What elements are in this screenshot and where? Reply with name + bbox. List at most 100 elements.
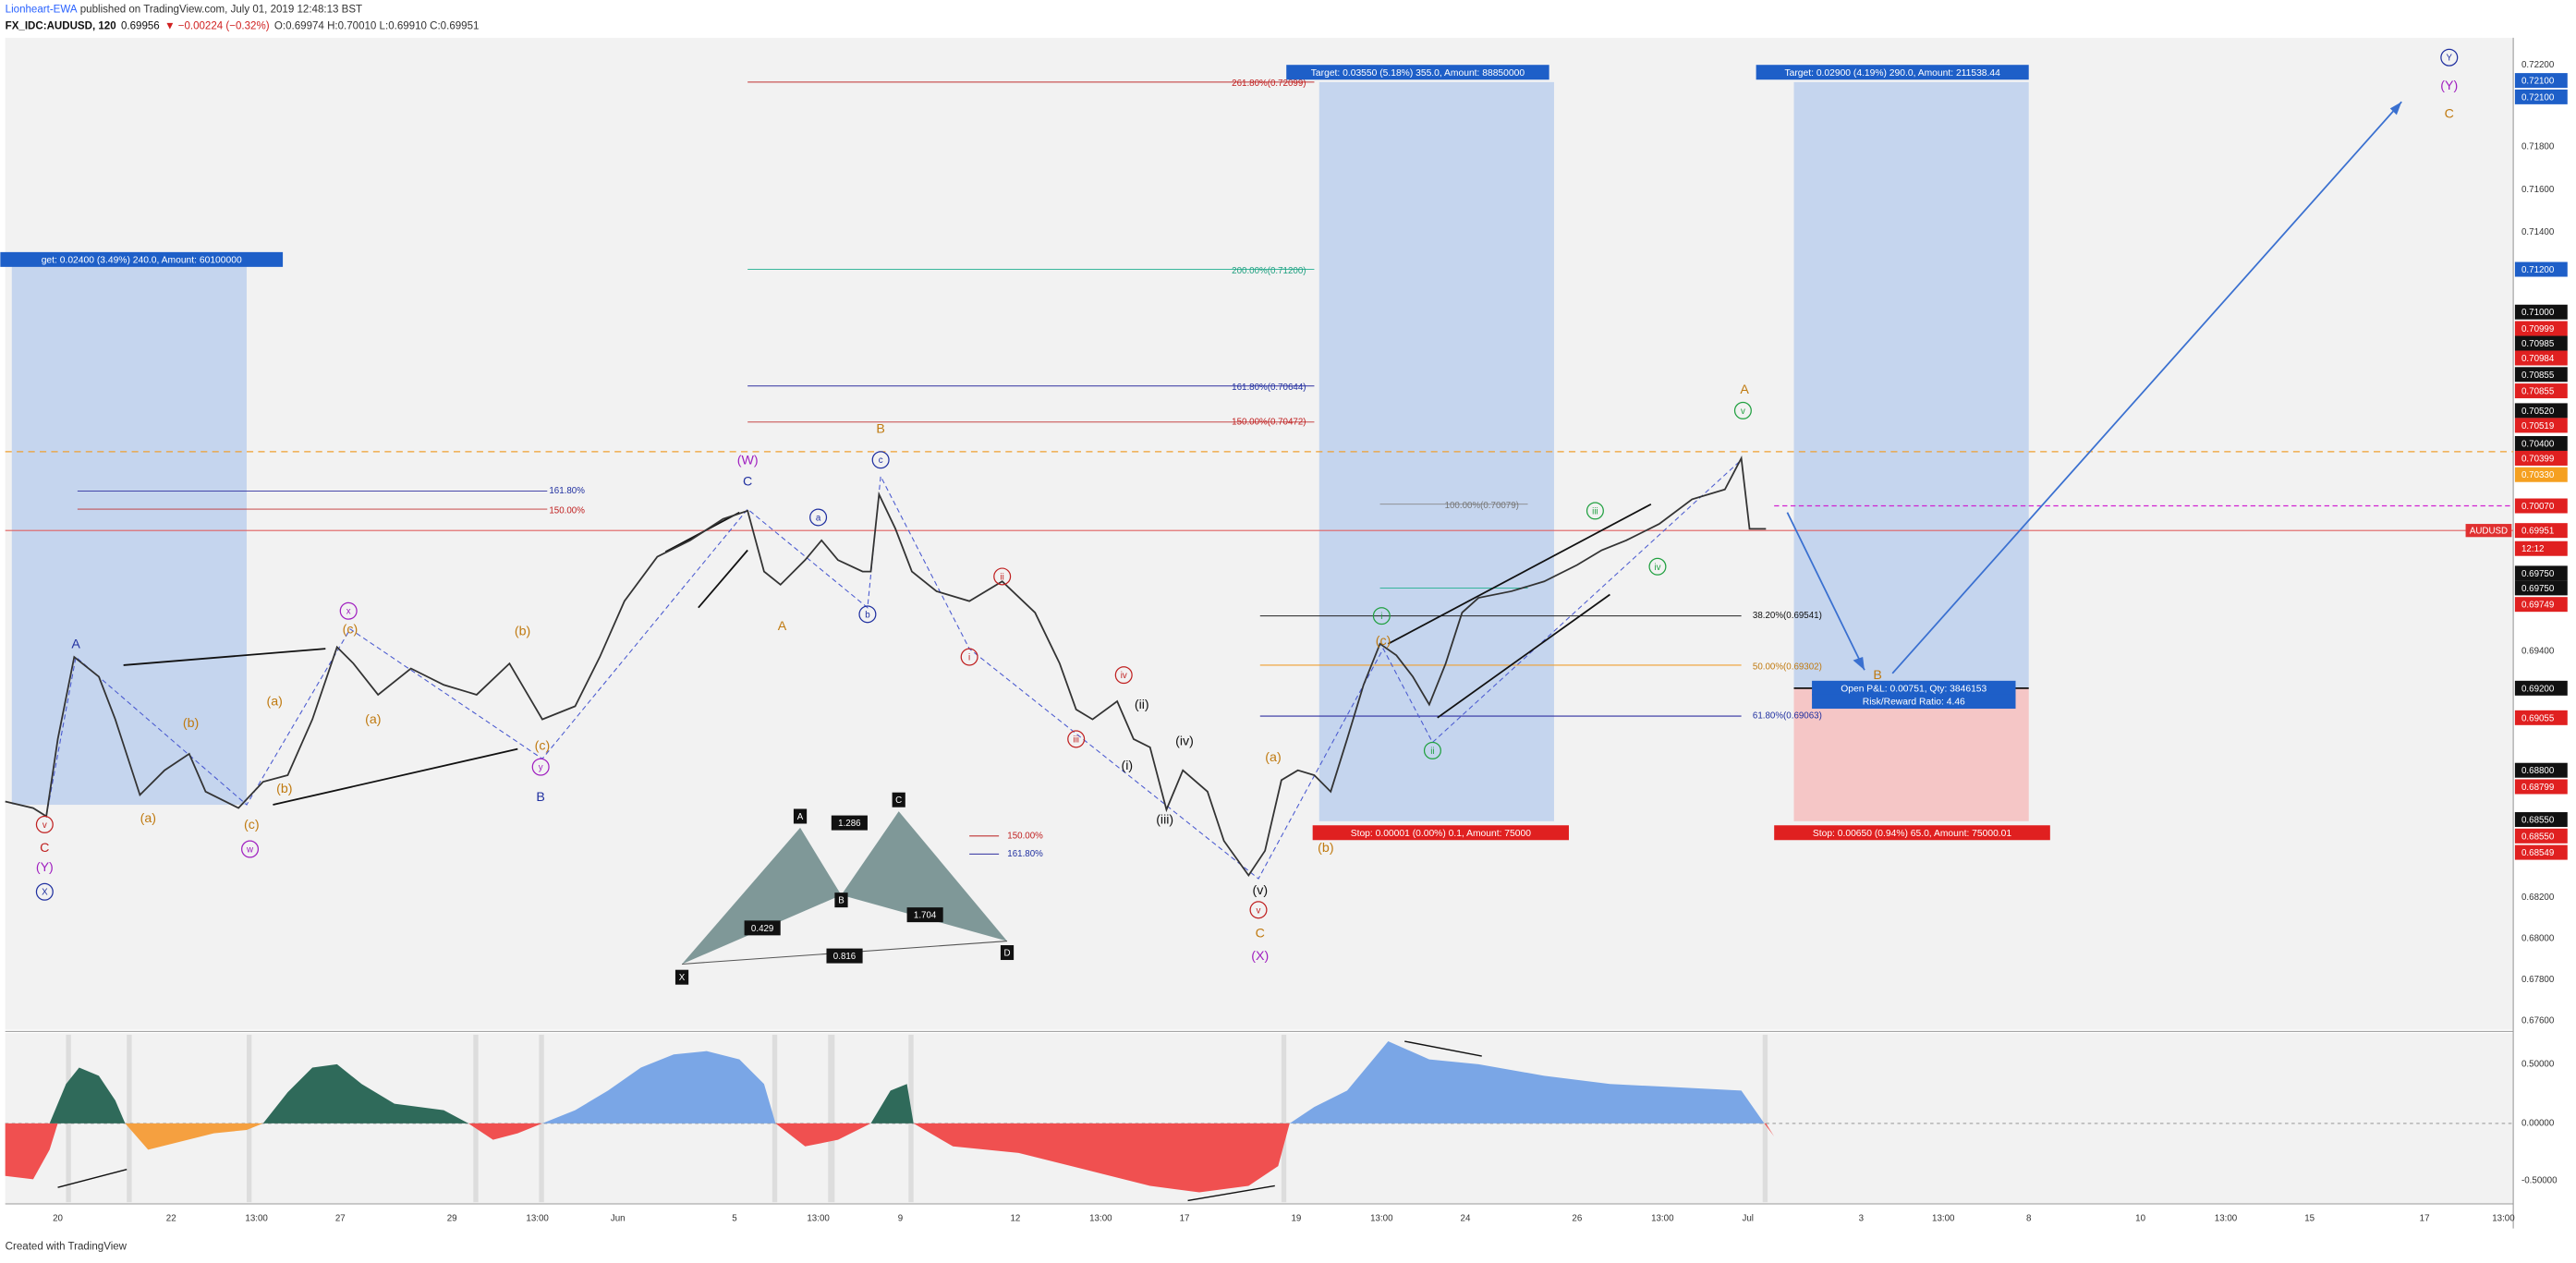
time-axis-label: 13:00 bbox=[1089, 1214, 1112, 1224]
price-axis-label: 0.71600 bbox=[2521, 185, 2555, 195]
wave-label: (a) bbox=[1265, 750, 1281, 765]
price-label-bg bbox=[2514, 565, 2568, 581]
price-label-bg bbox=[2514, 450, 2568, 466]
wave-label: (i) bbox=[1121, 759, 1133, 773]
time-axis-label: 22 bbox=[166, 1214, 176, 1224]
wave-label: B bbox=[876, 422, 884, 437]
price-label-bg bbox=[2514, 540, 2568, 556]
oscillator-axis-label: 0.00000 bbox=[2521, 1118, 2555, 1128]
wave-label: (b) bbox=[515, 624, 530, 638]
fib-label: 150.00% bbox=[1007, 831, 1043, 841]
fib-label: 200.00%(0.71200) bbox=[1232, 266, 1306, 276]
wave-circle bbox=[1423, 741, 1441, 759]
price-axis-label: 0.68200 bbox=[2521, 893, 2555, 903]
trade-box-label: Risk/Reward Ratio: 4.46 bbox=[1863, 698, 1965, 708]
wave-label: (v) bbox=[1252, 883, 1268, 898]
positive-area bbox=[870, 1084, 914, 1123]
negative-area bbox=[775, 1123, 871, 1147]
last-price: 0.69956 bbox=[121, 20, 160, 31]
time-axis-label: 13:00 bbox=[1370, 1214, 1393, 1224]
trade-box bbox=[1312, 825, 1569, 841]
wave-label: (W) bbox=[737, 453, 759, 468]
price-label-bg bbox=[2514, 779, 2568, 795]
price-axis-label: 0.69750 bbox=[2521, 569, 2555, 579]
pattern-ratio-bg bbox=[831, 815, 868, 831]
time-axis-label: Jun bbox=[611, 1214, 626, 1224]
author[interactable]: Lionheart-EWA bbox=[6, 5, 78, 16]
wave-label: v bbox=[43, 820, 47, 831]
symbol-tag-bg bbox=[2465, 524, 2512, 538]
wave-circle bbox=[960, 648, 978, 666]
wave-circle bbox=[35, 882, 54, 901]
wave-connector bbox=[45, 459, 1742, 880]
price-axis-label: 0.68000 bbox=[2521, 933, 2555, 943]
trade-box bbox=[1756, 65, 2029, 80]
symbol-tag: AUDUSD bbox=[2470, 527, 2508, 537]
wave-label: C bbox=[1256, 926, 1265, 941]
wave-label: C bbox=[2445, 106, 2454, 121]
change: ▼ −0.00224 (−0.32%) bbox=[164, 20, 270, 31]
wave-label: b bbox=[865, 610, 870, 620]
wave-label: v bbox=[1257, 905, 1261, 916]
pattern-point-bg bbox=[674, 969, 689, 985]
price-label-bg bbox=[2514, 762, 2568, 778]
price-label-bg bbox=[2514, 828, 2568, 844]
header-line: FX_IDC:AUDUSD, 120 0.69956 ▼ −0.00224 (−0.… bbox=[6, 20, 480, 31]
price-axis-label: 0.69055 bbox=[2521, 713, 2555, 723]
trend-line bbox=[273, 747, 518, 806]
stop-zone bbox=[1793, 687, 2029, 821]
pattern-point: C bbox=[895, 795, 902, 806]
target-zone bbox=[1793, 81, 2029, 688]
fib-label: 61.80%(0.69063) bbox=[1753, 711, 1822, 722]
price-label-bg bbox=[2514, 498, 2568, 514]
pattern-ratio: 1.704 bbox=[914, 911, 937, 921]
wave-label: Y bbox=[2447, 54, 2453, 64]
oscillator bbox=[5, 1034, 2514, 1203]
shade bbox=[772, 1034, 778, 1203]
wave-circle bbox=[1067, 730, 1086, 748]
wave-label: (c) bbox=[535, 739, 551, 754]
time-axis-label: 15 bbox=[2304, 1214, 2315, 1224]
wave-label: iv bbox=[1654, 563, 1660, 573]
wave-circle bbox=[339, 601, 358, 620]
negative-area bbox=[125, 1123, 263, 1150]
wave-circle bbox=[1648, 557, 1667, 576]
wave-label: (b) bbox=[183, 716, 199, 731]
price-axis-label: 0.70999 bbox=[2521, 324, 2554, 334]
price-axis-label: 12:12 bbox=[2521, 544, 2544, 554]
time-axis-label: 3 bbox=[1859, 1214, 1864, 1224]
price-label-bg bbox=[2514, 418, 2568, 433]
time-axis-label: 17 bbox=[2420, 1214, 2430, 1224]
price-label-bg bbox=[2514, 467, 2568, 482]
negative-area bbox=[5, 1123, 58, 1180]
pattern-point-bg bbox=[793, 808, 808, 824]
wave-circle bbox=[531, 758, 550, 776]
divergence-line bbox=[1404, 1040, 1482, 1057]
price-axis-label: 0.70855 bbox=[2521, 370, 2555, 381]
price-axis-label: 0.69951 bbox=[2521, 527, 2554, 537]
fib-label: 50.00%(0.69302) bbox=[1753, 662, 1822, 672]
fib-label: 100.00%(0.70079) bbox=[1445, 501, 1519, 511]
price-label-bg bbox=[2514, 844, 2568, 860]
price-label-bg bbox=[2514, 435, 2568, 451]
price-axis-label: 0.71400 bbox=[2521, 227, 2555, 237]
pattern-ratio: 1.286 bbox=[838, 819, 860, 829]
wave-label: (iii) bbox=[1156, 813, 1173, 828]
wave-label: (Y) bbox=[36, 860, 54, 875]
pattern-point-bg bbox=[1000, 945, 1015, 961]
price-axis-label: 0.70519 bbox=[2521, 421, 2554, 431]
wave-label: i bbox=[1380, 612, 1382, 622]
shade bbox=[127, 1034, 132, 1203]
price-axis-label: 0.68800 bbox=[2521, 766, 2555, 776]
oscillator-axis-label: -0.50000 bbox=[2521, 1176, 2558, 1186]
wave-label: ii bbox=[1430, 747, 1434, 757]
wave-label: x bbox=[346, 607, 351, 617]
trade-box bbox=[0, 251, 284, 267]
target-zone bbox=[11, 262, 247, 806]
wave-label: (a) bbox=[267, 695, 283, 710]
shade bbox=[828, 1034, 835, 1203]
price-axis-label: 0.71800 bbox=[2521, 142, 2555, 152]
trade-box bbox=[1812, 680, 2016, 696]
time-axis-label: 13:00 bbox=[1651, 1214, 1674, 1224]
